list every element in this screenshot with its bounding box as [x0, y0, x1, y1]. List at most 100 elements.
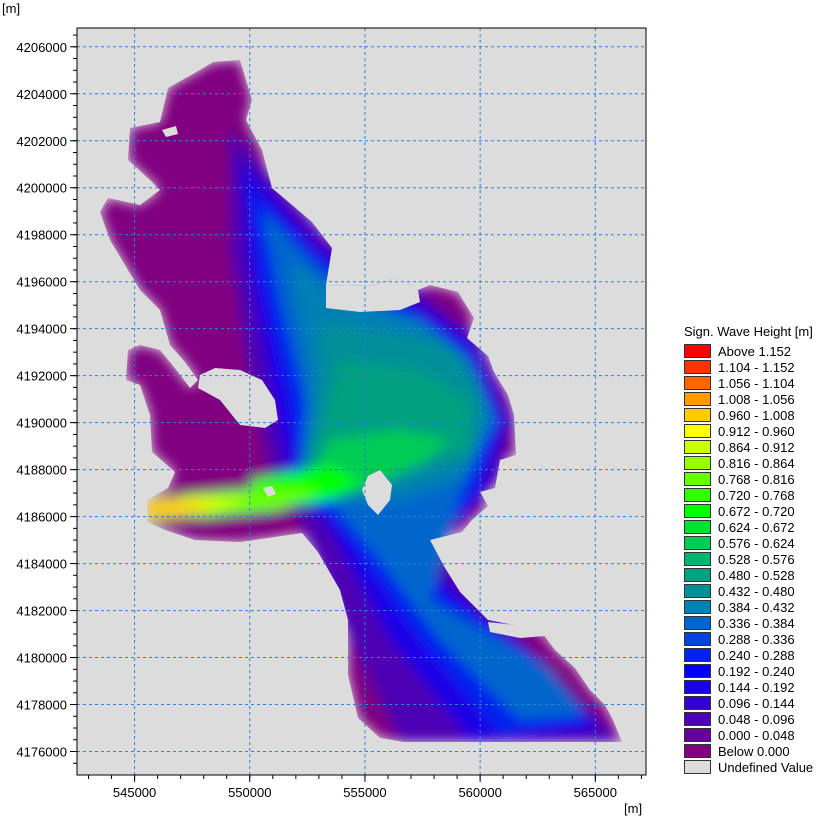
legend-label: 0.576 - 0.624: [718, 535, 795, 551]
legend-entry: 0.672 - 0.720: [684, 503, 829, 519]
y-tick-label: 4188000: [16, 463, 67, 478]
x-axis-unit: [m]: [624, 801, 643, 816]
legend-label: 0.912 - 0.960: [718, 423, 795, 439]
y-tick-label: 4202000: [16, 134, 67, 149]
legend-entry: 0.864 - 0.912: [684, 439, 829, 455]
legend-swatch: [684, 760, 711, 774]
x-tick-label: 560000: [458, 785, 501, 800]
legend-label: 1.008 - 1.056: [718, 391, 795, 407]
legend-label: 0.960 - 1.008: [718, 407, 795, 423]
legend-entry: 0.960 - 1.008: [684, 407, 829, 423]
y-tick-label: 4206000: [16, 40, 67, 55]
legend-swatch: [684, 616, 711, 630]
legend-swatch: [684, 488, 711, 502]
legend-label: 0.528 - 0.576: [718, 551, 795, 567]
legend-label: 0.864 - 0.912: [718, 439, 795, 455]
y-axis-unit: [m]: [2, 1, 21, 16]
legend-label: Below 0.000: [718, 743, 790, 759]
legend-swatch: [684, 680, 711, 694]
legend-entry: 0.144 - 0.192: [684, 679, 829, 695]
legend-title: Sign. Wave Height [m]: [684, 324, 813, 339]
island-undefined-area: [263, 486, 276, 497]
legend-swatch: [684, 408, 711, 422]
legend-entry: 1.104 - 1.152: [684, 359, 829, 375]
y-tick-label: 4192000: [16, 369, 67, 384]
island-undefined-area: [326, 278, 420, 312]
y-tick-label: 4194000: [16, 322, 67, 337]
legend-entry: 0.048 - 0.096: [684, 711, 829, 727]
legend-label: 0.048 - 0.096: [718, 711, 795, 727]
island-undefined-area: [488, 622, 545, 638]
legend-label: 0.624 - 0.672: [718, 519, 795, 535]
legend-swatch: [684, 632, 711, 646]
legend-entry: 1.056 - 1.104: [684, 375, 829, 391]
legend-entry: Undefined Value: [684, 759, 829, 775]
x-tick-label: 555000: [343, 785, 386, 800]
legend-swatch: [684, 600, 711, 614]
legend-swatch: [684, 648, 711, 662]
legend-entry: 1.008 - 1.056: [684, 391, 829, 407]
legend-entry: 0.432 - 0.480: [684, 583, 829, 599]
legend-swatch: [684, 504, 711, 518]
legend-entry: 0.000 - 0.048: [684, 727, 829, 743]
legend-label: 0.096 - 0.144: [718, 695, 795, 711]
x-tick-label: 565000: [574, 785, 617, 800]
legend: Sign. Wave Height [m] Above 1.152 1.104 -…: [684, 324, 829, 775]
legend-swatch: [684, 376, 711, 390]
legend-swatch: [684, 360, 711, 374]
y-tick-label: 4198000: [16, 228, 67, 243]
legend-entry: 0.912 - 0.960: [684, 423, 829, 439]
y-tick-label: 4200000: [16, 181, 67, 196]
y-tick-label: 4184000: [16, 557, 67, 572]
legend-entry: 0.576 - 0.624: [684, 535, 829, 551]
legend-swatch: [684, 728, 711, 742]
legend-entry: 0.096 - 0.144: [684, 695, 829, 711]
legend-label: Above 1.152: [718, 343, 792, 359]
y-tick-label: 4196000: [16, 275, 67, 290]
y-tick-label: 4176000: [16, 745, 67, 760]
legend-entry: 0.336 - 0.384: [684, 615, 829, 631]
legend-entry: Below 0.000: [684, 743, 829, 759]
island-undefined-area: [162, 126, 178, 137]
legend-label: 0.288 - 0.336: [718, 631, 795, 647]
legend-label: 0.240 - 0.288: [718, 647, 795, 663]
legend-label: 0.384 - 0.432: [718, 599, 795, 615]
island-undefined-area: [198, 368, 278, 428]
legend-swatch: [684, 744, 711, 758]
legend-entry: 0.624 - 0.672: [684, 519, 829, 535]
legend-label: 0.000 - 0.048: [718, 727, 795, 743]
legend-swatch: [684, 552, 711, 566]
legend-label: 0.720 - 0.768: [718, 487, 795, 503]
x-tick-label: 545000: [113, 785, 156, 800]
legend-swatch: [684, 568, 711, 582]
legend-label: 0.816 - 0.864: [718, 455, 795, 471]
legend-label: Undefined Value: [718, 759, 814, 775]
wave-height-band: [147, 500, 215, 518]
legend-label: 0.144 - 0.192: [718, 679, 795, 695]
legend-swatch: [684, 664, 711, 678]
legend-entry: 0.288 - 0.336: [684, 631, 829, 647]
legend-swatch: [684, 472, 711, 486]
legend-entry: 0.192 - 0.240: [684, 663, 829, 679]
y-tick-label: 4190000: [16, 416, 67, 431]
legend-label: 0.480 - 0.528: [718, 567, 795, 583]
plot-frame: [76, 27, 647, 776]
legend-swatch: [684, 440, 711, 454]
legend-entry: 0.480 - 0.528: [684, 567, 829, 583]
y-tick-label: 4186000: [16, 510, 67, 525]
y-tick-label: 4178000: [16, 698, 67, 713]
x-tick-label: 550000: [228, 785, 271, 800]
legend-swatch: [684, 424, 711, 438]
legend-label: 0.432 - 0.480: [718, 583, 795, 599]
legend-label: 1.056 - 1.104: [718, 375, 795, 391]
legend-swatch: [684, 344, 711, 358]
legend-label: 1.104 - 1.152: [718, 359, 795, 375]
legend-entry: Above 1.152: [684, 343, 829, 359]
y-tick-label: 4180000: [16, 651, 67, 666]
legend-entry: 0.768 - 0.816: [684, 471, 829, 487]
legend-entry: 0.384 - 0.432: [684, 599, 829, 615]
y-tick-label: 4182000: [16, 604, 67, 619]
legend-entry: 0.720 - 0.768: [684, 487, 829, 503]
legend-swatch: [684, 584, 711, 598]
